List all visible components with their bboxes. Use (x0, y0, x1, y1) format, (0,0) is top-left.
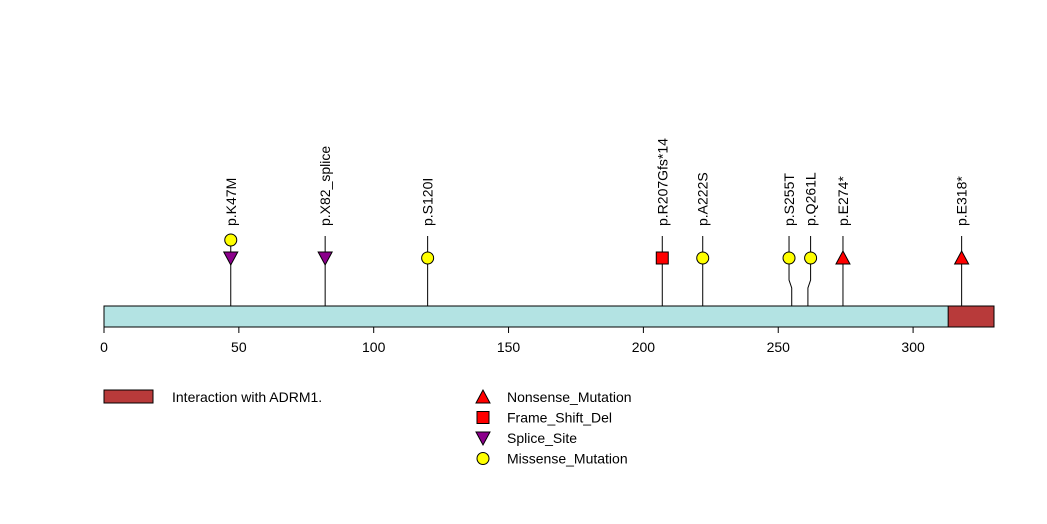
legend-type-label: Nonsense_Mutation (507, 389, 632, 405)
mutation-marker (804, 251, 818, 265)
domain-legend: Interaction with ADRM1. (103, 389, 322, 405)
stem-lines (230, 236, 963, 306)
x-tick-label: 50 (231, 339, 247, 355)
legend-type-label: Frame_Shift_Del (507, 410, 612, 426)
legend-domain-label: Interaction with ADRM1. (172, 389, 322, 405)
mutation-label: p.R207Gfs*14 (654, 138, 670, 226)
mutation-marker (835, 249, 851, 265)
mutation-marker (317, 251, 333, 267)
legend-type-marker (476, 452, 490, 465)
legend-type-label: Missense_Mutation (507, 451, 628, 467)
mutation-marker (953, 249, 970, 265)
x-tick-label: 0 (100, 339, 108, 355)
mutation-label: p.S120I (420, 178, 436, 226)
mutation-markers (222, 233, 970, 267)
x-tick-label: 100 (362, 339, 386, 355)
mutation-marker (222, 251, 239, 267)
mutation-label: p.E274* (835, 176, 851, 226)
legend-type-marker (475, 388, 491, 404)
mutation-label: p.A222S (695, 172, 711, 226)
mutation-marker (421, 251, 435, 265)
protein-backbone (103, 305, 995, 328)
mutation-label: p.E318* (954, 176, 970, 226)
domain-regions (947, 305, 995, 328)
legend-domain-swatch (103, 389, 154, 404)
x-tick-label: 150 (497, 339, 521, 355)
legend-type-marker (475, 431, 491, 447)
mutation-marker (696, 251, 710, 265)
mutation-stem (788, 236, 793, 306)
legend-type-label: Splice_Site (507, 430, 577, 446)
mutation-type-legend: Nonsense_Mutation Frame_Shift_Del Splice_S… (475, 388, 632, 467)
legend-type-marker (476, 411, 490, 424)
x-tick-label: 250 (767, 339, 791, 355)
x-axis: 0 50 100 150 200 250 300 (100, 326, 925, 355)
mutation-label: p.K47M (223, 178, 239, 226)
domain-region (947, 305, 995, 328)
x-tick-label: 200 (632, 339, 656, 355)
mutation-marker (224, 233, 238, 247)
x-tick-label: 300 (901, 339, 925, 355)
mutation-label: p.S255T (781, 173, 797, 226)
mutation-label: p.X82_splice (317, 146, 333, 226)
mutation-label: p.Q261L (803, 172, 819, 226)
mutation-labels: p.K47M p.X82_splice p.S120I p.R207Gfs*14 p.A… (223, 138, 970, 226)
mutation-marker (655, 251, 669, 265)
mutation-stem (807, 236, 812, 306)
mutation-marker (782, 251, 796, 265)
